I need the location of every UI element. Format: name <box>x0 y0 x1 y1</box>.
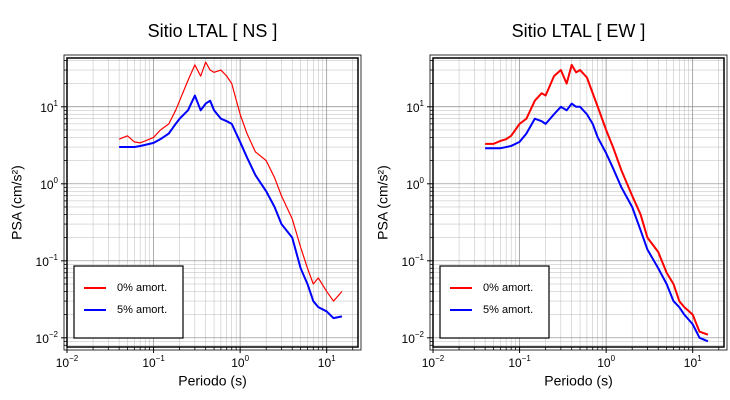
tick-power: 1 <box>420 99 425 108</box>
tick-power: 1 <box>697 354 702 363</box>
y-tick-label: 10−2 <box>402 330 425 346</box>
y-axis-label: PSA (cm/s²) <box>375 165 391 240</box>
y-tick-label: 100 <box>406 176 424 192</box>
legend-label: 5% amort. <box>117 304 167 316</box>
tick-base: 10 <box>40 101 54 115</box>
tick-base: 10 <box>597 356 611 370</box>
panel: Sitio LTAL [ EW ] Periodo (s) PSA (cm/s²) 1… <box>375 21 728 389</box>
x-tick-label: 101 <box>318 354 336 370</box>
tick-base: 10 <box>142 356 156 370</box>
tick-power: −1 <box>156 354 166 363</box>
chart-title: Sitio LTAL [ EW ] <box>512 21 646 41</box>
tick-power: −2 <box>435 354 445 363</box>
tick-power: −1 <box>522 354 532 363</box>
tick-base: 10 <box>36 332 50 346</box>
tick-base: 10 <box>231 356 245 370</box>
y-tick-label: 10−2 <box>36 330 59 346</box>
series-line <box>118 61 343 302</box>
legend-label: 0% amort. <box>483 282 533 294</box>
plot-frame <box>66 57 359 348</box>
tick-power: 0 <box>245 354 250 363</box>
y-tick-label: 101 <box>40 99 58 115</box>
tick-power: 0 <box>54 176 59 185</box>
tick-base: 10 <box>402 255 416 269</box>
x-tick-label: 10−2 <box>422 354 445 370</box>
tick-base: 10 <box>422 356 436 370</box>
y-tick-label: 101 <box>406 99 424 115</box>
y-tick-label: 100 <box>40 176 58 192</box>
series-line <box>485 102 709 343</box>
tick-base: 10 <box>318 356 332 370</box>
x-tick-label: 10−1 <box>508 354 531 370</box>
x-tick-label: 100 <box>231 354 249 370</box>
y-tick-label: 10−1 <box>402 253 425 269</box>
legend-label: 5% amort. <box>483 304 533 316</box>
tick-power: 1 <box>54 99 59 108</box>
legend-label: 0% amort. <box>117 282 167 294</box>
tick-base: 10 <box>684 356 698 370</box>
plot-frame <box>432 57 725 348</box>
x-axis-label: Periodo (s) <box>544 373 612 389</box>
tick-base: 10 <box>36 255 50 269</box>
tick-power: 0 <box>420 176 425 185</box>
series-line <box>485 63 709 336</box>
chart-title: Sitio LTAL [ NS ] <box>148 21 278 41</box>
tick-power: −2 <box>69 354 79 363</box>
x-axis-label: Periodo (s) <box>178 373 246 389</box>
x-tick-label: 10−1 <box>142 354 165 370</box>
tick-base: 10 <box>508 356 522 370</box>
legend-box <box>439 265 550 339</box>
plot-frame-outer <box>429 54 728 351</box>
y-tick-label: 10−1 <box>36 253 59 269</box>
tick-base: 10 <box>406 178 420 192</box>
tick-power: 1 <box>331 354 336 363</box>
x-tick-label: 100 <box>597 354 615 370</box>
y-axis-label: PSA (cm/s²) <box>9 165 25 240</box>
tick-power: −2 <box>415 330 425 339</box>
series-line <box>119 94 343 320</box>
legend-box <box>73 265 184 339</box>
x-tick-label: 10−2 <box>56 354 79 370</box>
tick-power: −1 <box>49 253 59 262</box>
tick-base: 10 <box>406 101 420 115</box>
tick-base: 10 <box>56 356 70 370</box>
tick-power: −2 <box>49 330 59 339</box>
tick-power: 0 <box>611 354 616 363</box>
panel: Sitio LTAL [ NS ] Periodo (s) PSA (cm/s²) 1… <box>9 21 362 389</box>
plot-frame-outer <box>63 54 362 351</box>
tick-base: 10 <box>40 178 54 192</box>
tick-power: −1 <box>415 253 425 262</box>
x-tick-label: 101 <box>684 354 702 370</box>
tick-base: 10 <box>402 332 416 346</box>
